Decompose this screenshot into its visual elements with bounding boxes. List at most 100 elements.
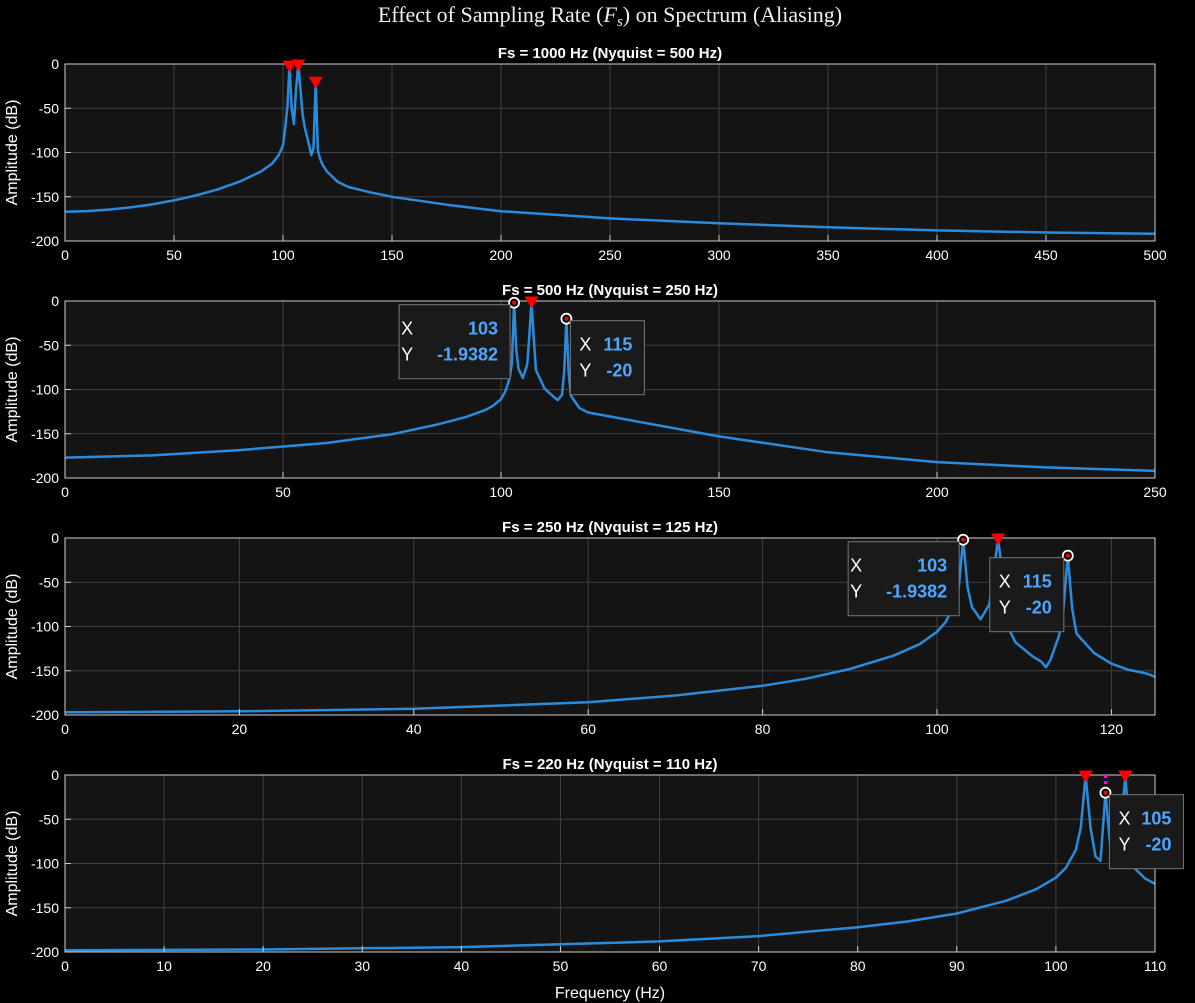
x-tick-label: 100 [489,484,513,500]
x-tick-label: 20 [255,958,271,974]
datatip-y-value: -20 [1145,835,1171,855]
datatip-x-key: X [401,319,413,339]
subplot-4: 0 10 20 30 40 50 60 70 80 90 100 110 0 -50 -100 -150 -20… [4,756,1184,974]
x-tick-label: 40 [406,721,422,737]
datatip-box [569,320,645,396]
y-tick-label: 0 [51,293,59,309]
datatip-x-key: X [1118,809,1130,829]
peak-marker [991,533,1006,546]
subplot-title: Fs = 220 Hz (Nyquist = 110 Hz) [502,756,717,773]
figure-title-subscript: s [617,14,623,30]
x-tick-label: 200 [925,484,949,500]
x-tick-label: 150 [707,484,731,500]
spectrum-line [65,300,1155,473]
datatip-x-key: X [999,572,1011,592]
datatip-y-value: -20 [1026,598,1052,618]
x-tick-label: 110 [1144,958,1167,974]
y-tick-label: -50 [39,811,59,827]
y-tick-label: -200 [31,233,59,249]
x-tick-label: 0 [61,247,69,263]
y-axis-label: Amplitude (dB) [4,811,21,917]
y-tick-label: -150 [31,900,59,916]
subplot-title: Fs = 500 Hz (Nyquist = 250 Hz) [502,282,718,299]
datatip-x-value: 115 [1023,572,1052,592]
y-tick-label: 0 [51,56,59,72]
x-tick-label: 100 [271,247,295,263]
x-tick-label: 60 [580,721,596,737]
x-tick-label: 350 [816,247,840,263]
x-tick-label: 70 [751,958,767,974]
y-axis-label: Amplitude (dB) [4,574,21,680]
x-tick-label: 90 [949,958,965,974]
datatip-y-key: Y [579,361,591,381]
x-tick-label: 400 [925,247,949,263]
x-axis-label: Frequency (Hz) [555,985,665,1002]
datatip-box [847,541,960,617]
x-tick-label: 0 [61,484,69,500]
datatip-y-key: Y [850,582,862,602]
x-tick-label: 500 [1143,247,1167,263]
y-tick-label: -50 [39,574,59,590]
datatip-x-value: 103 [468,319,498,339]
datatip-y-value: -1.9382 [886,582,947,602]
x-tick-label: 0 [61,721,69,737]
x-tick-label: 50 [553,958,569,974]
datatip-x-value: 103 [917,556,947,576]
datatip: X 103 Y -1.9382 [847,541,960,617]
subplot-3: 0 20 40 60 80 100 120 0 -50 -100 -150 -200 Fs = 250 … [4,519,1156,737]
x-tick-label: 200 [489,247,513,263]
datatip-box [1108,794,1184,870]
x-tick-label: 150 [380,247,404,263]
x-tick-label: 50 [275,484,291,500]
datatip-x-value: 105 [1141,809,1171,829]
y-axis-label: Amplitude (dB) [4,337,21,443]
x-tick-label: 80 [850,958,866,974]
datatip-y-key: Y [999,598,1011,618]
datatip-marker-dot [1065,553,1070,558]
subplot-1: 0 50 100 150 200 250 300 350 400 450 500 0 -50 -100 -1… [4,45,1167,263]
spectrum-line [65,63,1155,235]
x-tick-label: 250 [1143,484,1167,500]
x-tick-label: 450 [1034,247,1058,263]
y-tick-label: -50 [39,337,59,353]
datatip-marker-dot [1103,790,1108,795]
x-tick-label: 300 [707,247,731,263]
datatip-marker-dot [512,300,517,305]
x-tick-label: 250 [598,247,622,263]
y-tick-label: -150 [31,663,59,679]
figure-title-suffix: ) on Spectrum (Aliasing) [623,2,842,27]
y-tick-label: -50 [39,100,59,116]
x-tick-label: 30 [354,958,370,974]
datatip-marker-dot [564,316,569,321]
datatip-x-key: X [579,335,591,355]
y-tick-label: -150 [31,189,59,205]
x-tick-label: 100 [925,721,949,737]
datatip-box [398,304,511,380]
datatip-box [989,557,1065,633]
x-tick-label: 40 [454,958,470,974]
figure-title-symbol: F [602,2,617,27]
x-tick-label: 50 [166,247,182,263]
y-tick-label: -100 [31,856,59,872]
x-tick-label: 120 [1100,721,1124,737]
subplot-title: Fs = 1000 Hz (Nyquist = 500 Hz) [498,45,722,62]
y-tick-label: -150 [31,426,59,442]
figure-title-prefix: Effect of Sampling Rate ( [378,2,604,27]
y-tick-label: -200 [31,707,59,723]
x-tick-label: 80 [755,721,771,737]
peak-marker [1078,770,1093,783]
x-tick-label: 20 [232,721,248,737]
datatip: X 115 Y -20 [569,320,645,396]
datatip-y-value: -1.9382 [437,345,498,365]
datatip-x-value: 115 [603,335,632,355]
figure-title: Effect of Sampling Rate (Fs) on Spectrum… [378,2,842,30]
y-tick-label: -200 [31,470,59,486]
x-tick-label: 60 [652,958,668,974]
peak-marker [291,59,306,72]
x-tick-label: 100 [1044,958,1068,974]
x-tick-label: 0 [61,958,69,974]
datatip: X 115 Y -20 [989,557,1065,633]
y-tick-label: -100 [31,619,59,635]
peak-marker [1118,770,1133,783]
